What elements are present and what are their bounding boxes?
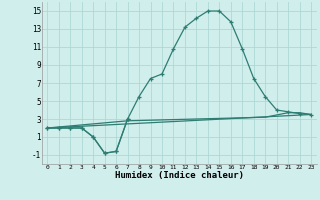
X-axis label: Humidex (Indice chaleur): Humidex (Indice chaleur) <box>115 171 244 180</box>
